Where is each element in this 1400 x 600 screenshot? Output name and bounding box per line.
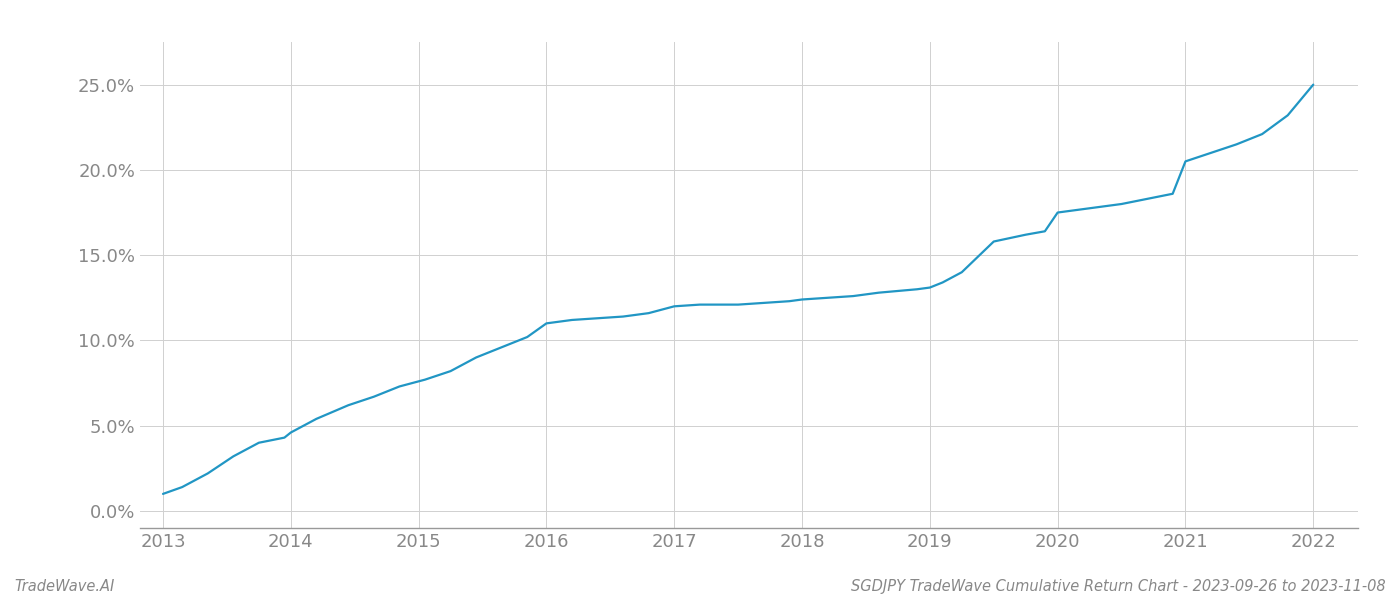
Text: TradeWave.AI: TradeWave.AI [14, 579, 115, 594]
Text: SGDJPY TradeWave Cumulative Return Chart - 2023-09-26 to 2023-11-08: SGDJPY TradeWave Cumulative Return Chart… [851, 579, 1386, 594]
